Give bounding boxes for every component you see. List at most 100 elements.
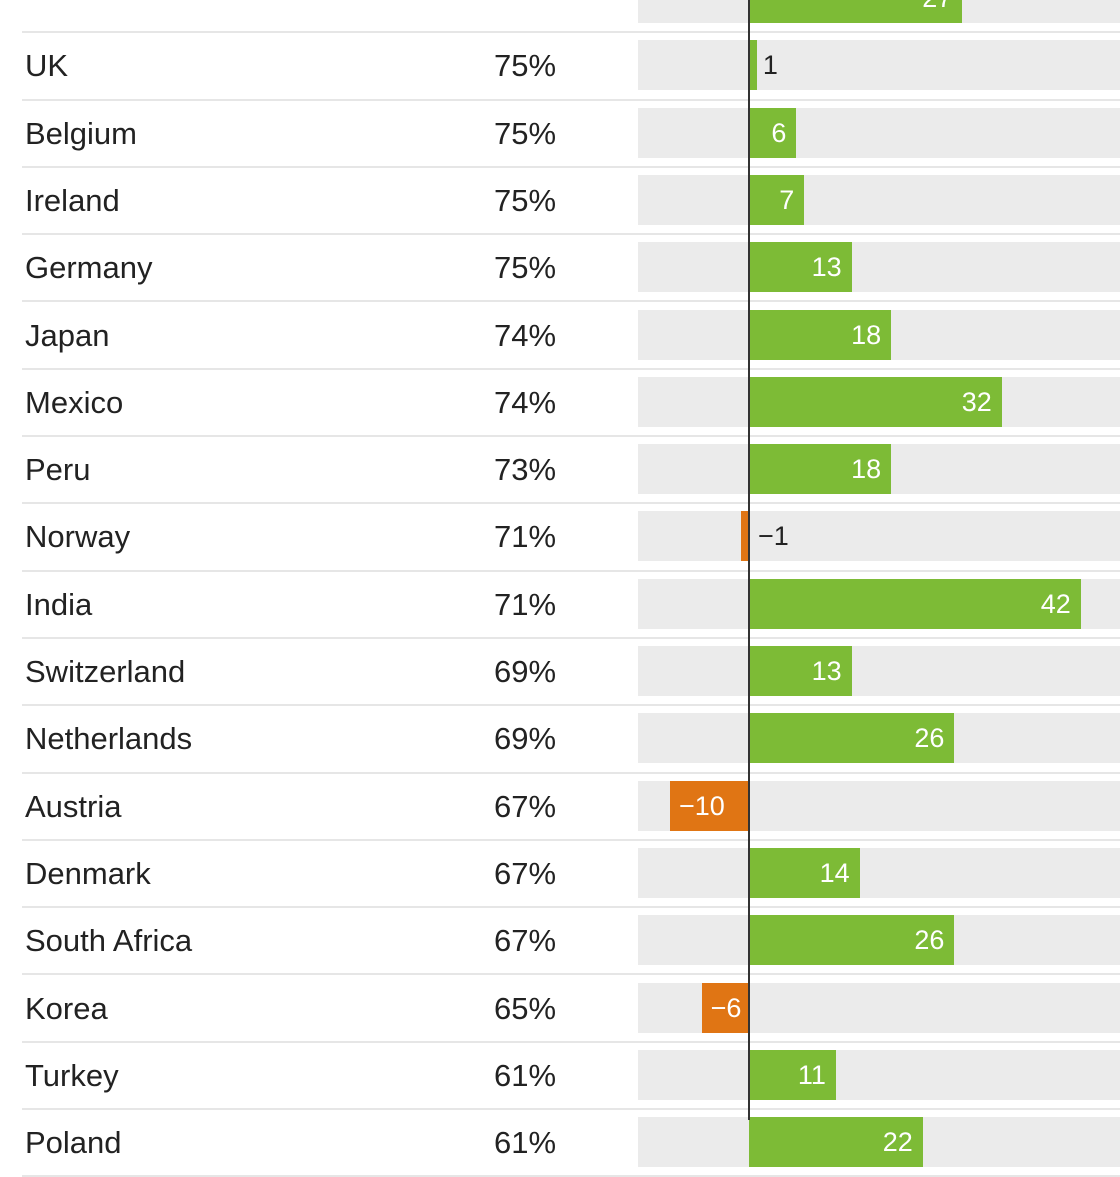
bar-value-label: −1 xyxy=(758,521,789,552)
change-bar xyxy=(749,309,892,360)
change-bar xyxy=(749,915,955,966)
row-divider xyxy=(22,1040,1120,1043)
row-divider xyxy=(22,31,1120,34)
country-label: Austria xyxy=(25,788,122,824)
bar-track xyxy=(638,242,1120,293)
share-value: 75% xyxy=(494,182,557,218)
change-bar xyxy=(749,376,1002,427)
share-value: 74% xyxy=(494,384,557,420)
country-label: Korea xyxy=(25,990,108,1026)
table-row: Japan 74% 18 xyxy=(0,302,1120,370)
table-row: Switzerland 69% 13 xyxy=(0,638,1120,707)
bar-value-label: 13 xyxy=(811,252,842,283)
bar-value-label: 18 xyxy=(851,454,882,485)
table-row: Austria 67% −10 xyxy=(0,773,1120,841)
share-value: 73% xyxy=(494,452,557,488)
bar-value-label: 32 xyxy=(961,386,992,417)
bar-value-label: 6 xyxy=(771,117,787,148)
country-label: India xyxy=(25,586,93,622)
bar-track xyxy=(638,40,1120,91)
change-bar xyxy=(749,40,757,91)
row-divider xyxy=(22,771,1120,774)
table-row: South Africa 67% 26 xyxy=(0,907,1120,976)
bar-value-label: 13 xyxy=(811,656,842,686)
change-bar xyxy=(749,444,892,495)
change-bar xyxy=(749,174,805,225)
row-divider xyxy=(22,233,1120,236)
share-value: 69% xyxy=(494,721,557,757)
country-label: Ireland xyxy=(25,182,120,218)
share-value: 67% xyxy=(494,788,557,824)
table-row: UK 75% 1 xyxy=(0,32,1120,101)
row-divider xyxy=(22,636,1120,639)
bar-track xyxy=(638,511,1120,562)
table-row: India 71% 42 xyxy=(0,571,1120,639)
share-value: 71% xyxy=(494,586,557,622)
row-divider xyxy=(22,98,1120,101)
bar-track xyxy=(638,174,1120,225)
row-divider xyxy=(22,569,1120,572)
table-row: Peru 73% 18 xyxy=(0,436,1120,505)
country-label: Belgium xyxy=(25,115,137,151)
change-bar xyxy=(749,847,860,898)
table-row: 27 xyxy=(0,0,1120,34)
share-value: 75% xyxy=(494,115,557,151)
change-bar xyxy=(749,242,852,293)
table-row: Turkey 61% 11 xyxy=(0,1042,1120,1111)
row-divider xyxy=(22,435,1120,438)
table-row: Denmark 67% 14 xyxy=(0,840,1120,909)
table-row: Poland 61% 22 xyxy=(0,1109,1120,1177)
table-row: Belgium 75% 6 xyxy=(0,100,1120,168)
share-value: 69% xyxy=(494,654,557,689)
bar-value-label: 26 xyxy=(914,925,945,956)
bar-value-label: 1 xyxy=(762,50,778,81)
country-label: Netherlands xyxy=(25,721,193,757)
bar-track xyxy=(638,1049,1120,1100)
change-bar xyxy=(749,713,955,764)
bar-value-label: 18 xyxy=(851,319,882,350)
table-row: Germany 75% 13 xyxy=(0,234,1120,303)
row-divider xyxy=(22,704,1120,707)
row-divider xyxy=(22,1108,1120,1111)
country-label: Poland xyxy=(25,1125,122,1161)
share-value: 61% xyxy=(494,1125,557,1161)
country-label: Germany xyxy=(25,250,153,286)
share-value: 67% xyxy=(494,855,557,891)
change-bar xyxy=(670,780,749,831)
row-divider xyxy=(22,838,1120,841)
bar-value-label: 11 xyxy=(797,1059,826,1090)
share-value: 75% xyxy=(494,250,557,286)
change-bar xyxy=(749,1049,836,1100)
bar-value-label: −6 xyxy=(710,992,742,1023)
country-label: UK xyxy=(25,48,69,84)
zero-axis-line xyxy=(748,0,750,1120)
share-value: 67% xyxy=(494,923,557,959)
change-bar xyxy=(749,107,797,158)
country-label: Denmark xyxy=(25,855,151,891)
change-bar xyxy=(749,646,852,696)
row-divider xyxy=(22,300,1120,303)
country-label: Switzerland xyxy=(25,654,186,689)
country-label: Mexico xyxy=(25,384,124,420)
bar-value-label: 27 xyxy=(922,0,952,23)
table-row: Norway 71% −1 xyxy=(0,503,1120,572)
bar-track xyxy=(638,107,1120,158)
change-bar xyxy=(741,511,749,562)
row-divider xyxy=(22,367,1120,370)
change-bar xyxy=(749,0,963,23)
row-divider xyxy=(22,502,1120,505)
country-label: Turkey xyxy=(25,1057,119,1093)
country-label: Japan xyxy=(25,317,110,353)
change-bar xyxy=(749,578,1081,629)
share-value: 65% xyxy=(494,990,557,1026)
share-value: 74% xyxy=(494,317,557,353)
bar-track xyxy=(638,646,1120,696)
table-row: Ireland 75% 7 xyxy=(0,167,1120,236)
row-divider xyxy=(22,973,1120,976)
bar-value-label: −10 xyxy=(679,790,725,821)
table-row: Korea 65% −6 xyxy=(0,975,1120,1043)
share-value: 75% xyxy=(494,48,557,84)
country-label: Peru xyxy=(25,452,91,488)
country-label: South Africa xyxy=(25,923,193,959)
